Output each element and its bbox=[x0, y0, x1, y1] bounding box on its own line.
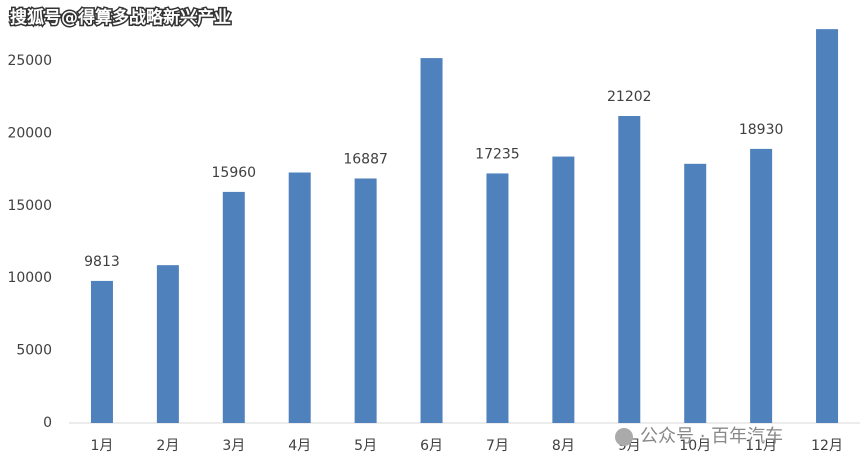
data-label: 17235 bbox=[475, 146, 520, 162]
bar bbox=[222, 191, 245, 423]
x-tick-label: 7月 bbox=[486, 438, 509, 454]
data-label: 18930 bbox=[739, 122, 784, 138]
y-tick-label: 10000 bbox=[7, 270, 52, 286]
bar bbox=[552, 156, 575, 423]
bar bbox=[684, 163, 707, 424]
bar bbox=[354, 178, 377, 423]
y-tick-label: 20000 bbox=[7, 125, 52, 141]
y-tick-label: 25000 bbox=[7, 53, 52, 69]
x-tick-label: 1月 bbox=[90, 438, 113, 454]
bar bbox=[90, 280, 113, 423]
x-tick-label: 4月 bbox=[288, 438, 311, 454]
bar bbox=[750, 148, 773, 423]
x-tick-label: 8月 bbox=[552, 438, 575, 454]
bar bbox=[618, 115, 641, 423]
watermark-icon bbox=[615, 428, 633, 446]
y-tick-label: 0 bbox=[43, 415, 52, 431]
data-label: 16887 bbox=[343, 151, 388, 167]
x-tick-label: 5月 bbox=[354, 438, 377, 454]
data-label: 21202 bbox=[607, 89, 652, 105]
y-tick-label: 5000 bbox=[16, 343, 52, 359]
bar bbox=[288, 172, 311, 423]
data-label: 9813 bbox=[84, 254, 120, 270]
bar bbox=[486, 173, 509, 423]
x-tick-label: 6月 bbox=[420, 438, 443, 454]
bar bbox=[420, 58, 443, 423]
x-tick-label: 11月 bbox=[745, 438, 777, 454]
data-label: 15960 bbox=[212, 165, 257, 181]
y-tick-label: 15000 bbox=[7, 198, 52, 214]
x-tick-label: 12月 bbox=[811, 438, 843, 454]
x-tick-label: 2月 bbox=[156, 438, 179, 454]
bar bbox=[816, 29, 839, 423]
x-tick-label: 10月 bbox=[679, 438, 711, 454]
watermark: 搜狐号@得算多战略新兴产业 bbox=[10, 7, 231, 28]
bar bbox=[156, 265, 179, 423]
x-tick-label: 3月 bbox=[222, 438, 245, 454]
watermark: 公众号 · 百年汽车 bbox=[640, 426, 783, 447]
